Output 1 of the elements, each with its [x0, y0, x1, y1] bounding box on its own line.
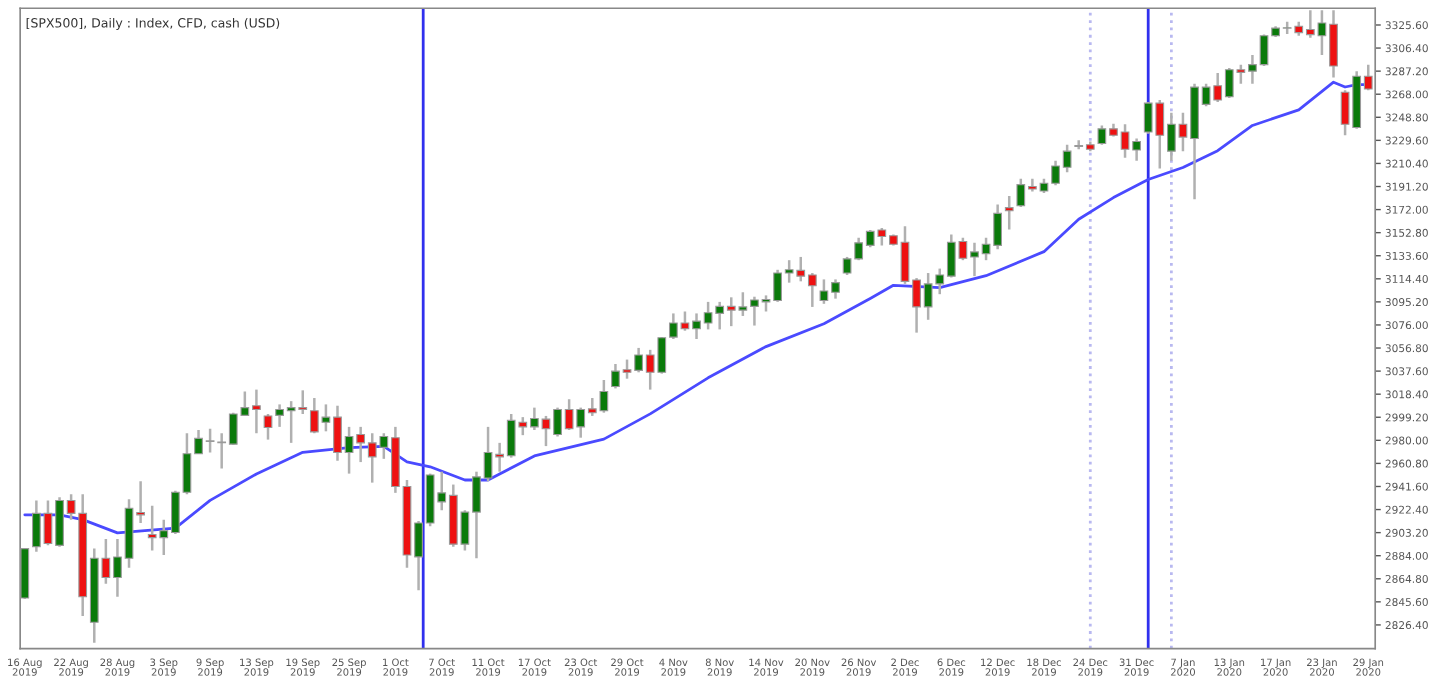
candlestick	[1004, 194, 1014, 231]
